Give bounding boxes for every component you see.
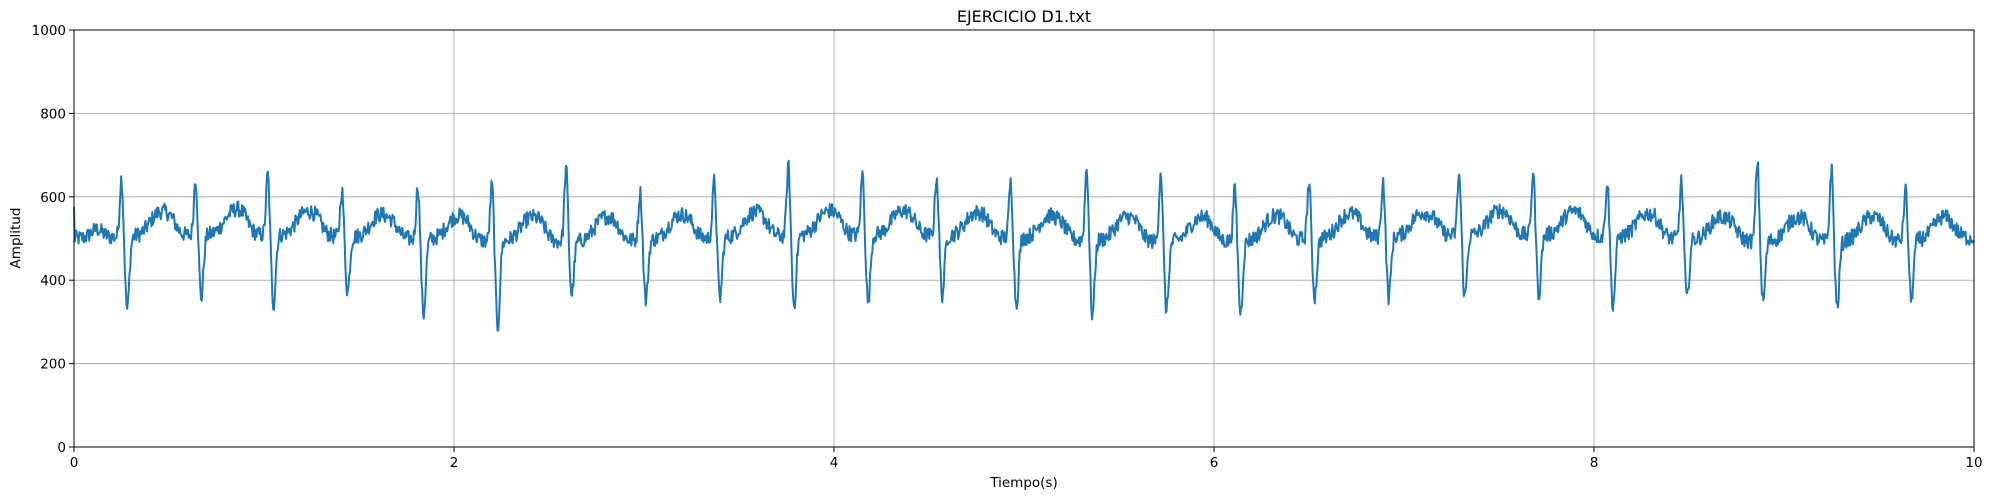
x-tick-label: 10 bbox=[1965, 455, 1982, 471]
y-tick-label: 1000 bbox=[32, 23, 66, 39]
x-axis-label: Tiempo(s) bbox=[989, 475, 1057, 491]
x-tick-label: 8 bbox=[1590, 455, 1599, 471]
y-tick-label: 400 bbox=[40, 273, 66, 289]
chart-title: EJERCICIO D1.txt bbox=[957, 7, 1091, 26]
ticks: 0 2 4 6 8 10 0 200 400 600 800 1000 bbox=[32, 23, 1983, 471]
y-tick-label: 600 bbox=[40, 190, 66, 206]
x-tick-label: 0 bbox=[70, 455, 79, 471]
x-tick-label: 2 bbox=[450, 455, 459, 471]
plot-frame bbox=[73, 29, 1975, 448]
y-tick-label: 800 bbox=[40, 106, 66, 122]
plot-area bbox=[73, 159, 1975, 332]
y-axis-label: Amplitud bbox=[8, 208, 24, 269]
x-tick-label: 4 bbox=[830, 455, 839, 471]
y-tick-label: 200 bbox=[40, 357, 66, 373]
y-tick-label: 0 bbox=[57, 440, 66, 456]
signal-line bbox=[73, 159, 1975, 332]
x-tick-label: 6 bbox=[1210, 455, 1219, 471]
